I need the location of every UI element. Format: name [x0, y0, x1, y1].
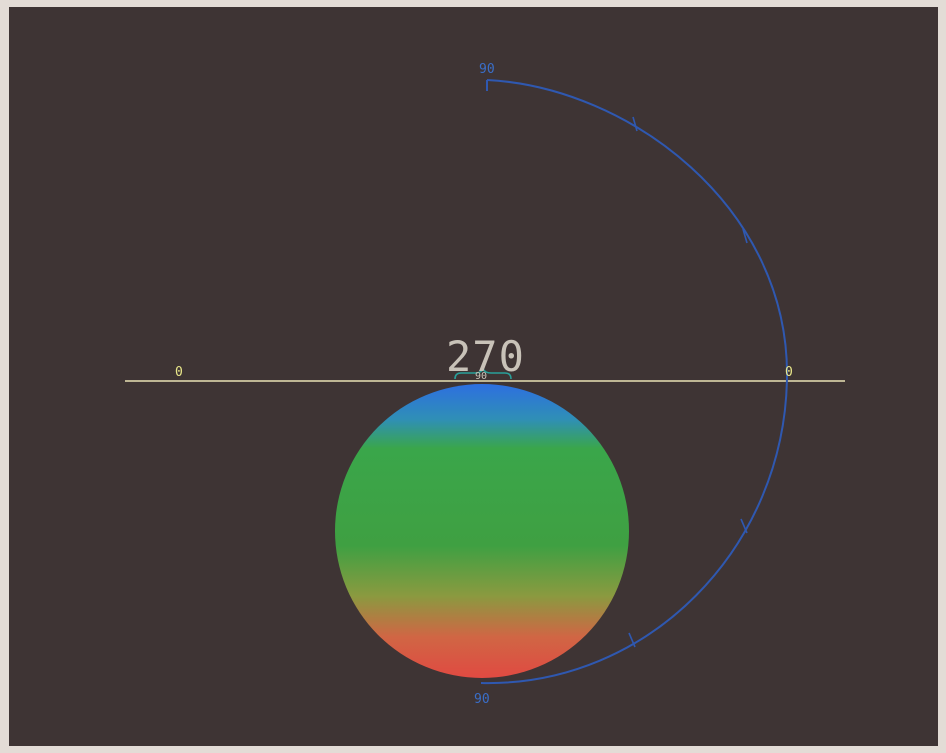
axis-right-label: 0	[785, 365, 793, 380]
sphere[interactable]	[335, 384, 629, 678]
3d-viewport[interactable]: 0 0 90 90 90 270	[9, 7, 938, 746]
angle-value: 270	[446, 332, 525, 381]
arrow-tick-icon	[628, 116, 748, 648]
top-bracket	[454, 367, 512, 380]
arc-top-label: 90	[479, 62, 495, 77]
arc-bottom-label: 90	[474, 692, 490, 707]
bracket-small-label: 90	[475, 371, 487, 382]
axis-left-label: 0	[175, 365, 183, 380]
scene-svg: 0 0 90 90 90 270	[125, 62, 845, 707]
rotation-arc[interactable]	[480, 79, 789, 685]
